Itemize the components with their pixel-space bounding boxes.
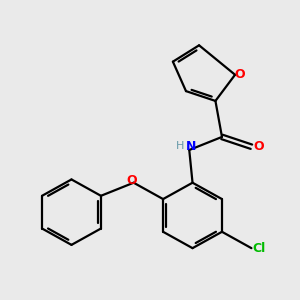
Text: O: O <box>253 140 264 153</box>
Text: Cl: Cl <box>252 242 265 255</box>
Text: O: O <box>127 174 137 187</box>
Text: H: H <box>176 141 184 151</box>
Text: N: N <box>186 140 196 153</box>
Text: O: O <box>235 68 245 81</box>
